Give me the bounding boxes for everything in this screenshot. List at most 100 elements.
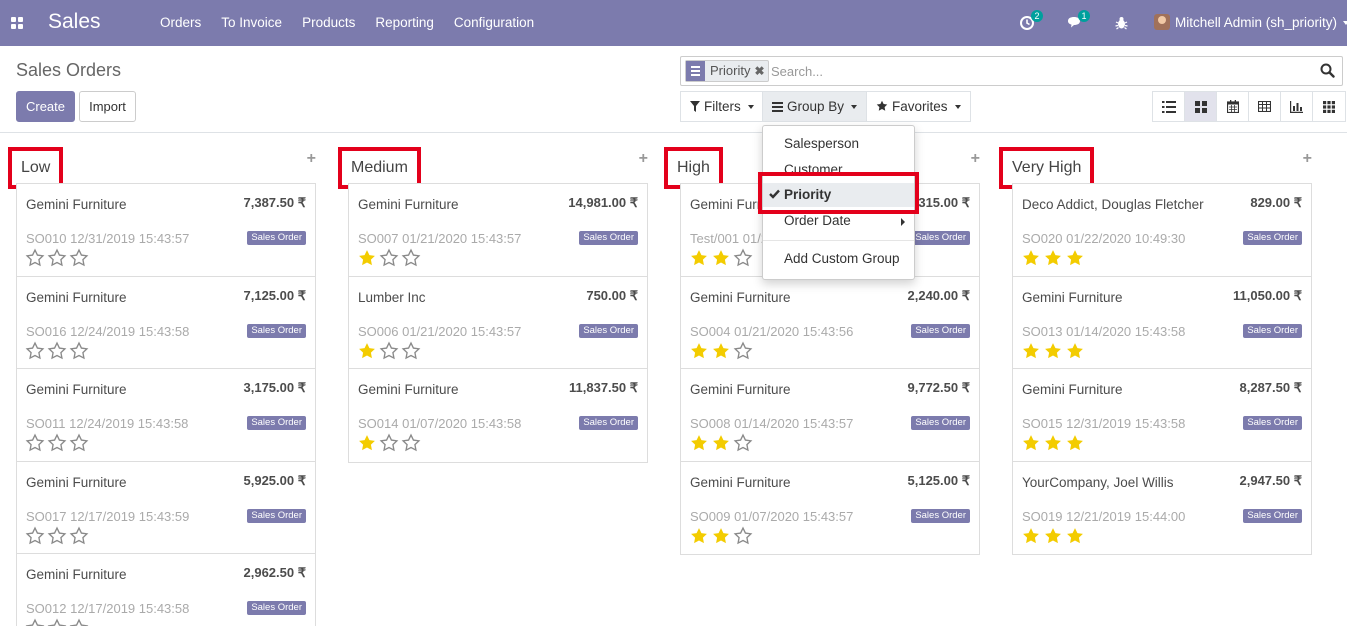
star-empty-icon[interactable] [24, 526, 46, 546]
star-filled-icon[interactable] [688, 341, 710, 361]
quick-create-plus-icon[interactable]: + [1302, 150, 1312, 167]
kanban-card[interactable]: Gemini Furniture 2,962.50 ₹ SO012 12/17/20… [17, 554, 315, 626]
debug-menu[interactable] [1115, 12, 1129, 34]
star-filled-icon[interactable] [710, 526, 732, 546]
star-empty-icon[interactable] [46, 341, 68, 361]
priority-stars [1020, 433, 1086, 453]
star-filled-icon[interactable] [688, 248, 710, 268]
star-filled-icon[interactable] [710, 341, 732, 361]
kanban-card[interactable]: Gemini Furniture 7,125.00 ₹ SO016 12/24/20… [17, 277, 315, 369]
star-empty-icon[interactable] [732, 433, 754, 453]
star-empty-icon[interactable] [68, 618, 90, 626]
apps-menu-icon[interactable] [11, 17, 23, 29]
kanban-card[interactable]: Lumber Inc 750.00 ₹ SO006 01/21/2020 15:43… [349, 277, 647, 369]
star-empty-icon[interactable] [24, 341, 46, 361]
star-empty-icon[interactable] [732, 341, 754, 361]
star-empty-icon[interactable] [400, 341, 422, 361]
kanban-card[interactable]: Gemini Furniture 5,125.00 ₹ SO009 01/07/20… [681, 462, 979, 555]
kanban-card[interactable]: Deco Addict, Douglas Fletcher 829.00 ₹ SO0… [1013, 184, 1311, 277]
kanban-card[interactable]: Gemini Furniture 9,772.50 ₹ SO008 01/14/20… [681, 369, 979, 462]
kanban-card[interactable]: Gemini Furniture 5,925.00 ₹ SO017 12/17/20… [17, 462, 315, 554]
app-name[interactable]: Sales [48, 10, 101, 33]
group-by-button[interactable]: Group By [762, 91, 868, 122]
search-icon[interactable] [1320, 63, 1335, 78]
star-filled-icon[interactable] [710, 433, 732, 453]
kanban-card[interactable]: Gemini Furniture 3,175.00 ₹ SO011 12/24/20… [17, 369, 315, 462]
star-empty-icon[interactable] [46, 248, 68, 268]
star-filled-icon[interactable] [356, 341, 378, 361]
star-empty-icon[interactable] [378, 341, 400, 361]
view-pivot-button[interactable] [1249, 92, 1281, 121]
star-filled-icon[interactable] [688, 433, 710, 453]
menu-configuration[interactable]: Configuration [453, 15, 535, 30]
star-filled-icon[interactable] [710, 248, 732, 268]
star-empty-icon[interactable] [68, 341, 90, 361]
star-empty-icon[interactable] [378, 248, 400, 268]
star-empty-icon[interactable] [46, 433, 68, 453]
star-filled-icon[interactable] [1020, 526, 1042, 546]
add-custom-group[interactable]: Add Custom Group [763, 247, 914, 271]
filters-button[interactable]: Filters [680, 91, 764, 122]
star-empty-icon[interactable] [732, 526, 754, 546]
user-menu[interactable]: Mitchell Admin (sh_priority) [1175, 15, 1347, 30]
star-filled-icon[interactable] [1042, 526, 1064, 546]
star-filled-icon[interactable] [1064, 433, 1086, 453]
group-by-customer[interactable]: Customer [763, 158, 914, 182]
star-filled-icon[interactable] [688, 526, 710, 546]
kanban-card[interactable]: YourCompany, Joel Willis 2,947.50 ₹ SO019 … [1013, 462, 1311, 555]
view-list-button[interactable] [1153, 92, 1185, 121]
star-empty-icon[interactable] [732, 248, 754, 268]
star-empty-icon[interactable] [68, 248, 90, 268]
star-empty-icon[interactable] [68, 526, 90, 546]
kanban-card[interactable]: Gemini Furniture 14,981.00 ₹ SO007 01/21/2… [349, 184, 647, 277]
star-filled-icon[interactable] [1020, 433, 1042, 453]
menu-reporting[interactable]: Reporting [375, 15, 434, 30]
group-by-priority[interactable]: Priority [763, 183, 914, 207]
kanban-card[interactable]: Gemini Furniture 7,387.50 ₹ SO010 12/31/20… [17, 184, 315, 277]
star-filled-icon[interactable] [1020, 341, 1042, 361]
import-button[interactable]: Import [79, 91, 136, 122]
group-by-order-date[interactable]: Order Date [763, 209, 914, 233]
group-by-salesperson[interactable]: Salesperson [763, 132, 914, 156]
star-filled-icon[interactable] [1020, 248, 1042, 268]
star-empty-icon[interactable] [400, 433, 422, 453]
star-empty-icon[interactable] [46, 526, 68, 546]
star-empty-icon[interactable] [68, 433, 90, 453]
star-filled-icon[interactable] [356, 248, 378, 268]
star-filled-icon[interactable] [1042, 433, 1064, 453]
star-filled-icon[interactable] [1042, 248, 1064, 268]
kanban-card[interactable]: Gemini Furniture 2,240.00 ₹ SO004 01/21/20… [681, 277, 979, 369]
star-empty-icon[interactable] [24, 248, 46, 268]
menu-to-invoice[interactable]: To Invoice [221, 15, 283, 30]
star-filled-icon[interactable] [1064, 248, 1086, 268]
quick-create-plus-icon[interactable]: + [970, 150, 980, 167]
kanban-card[interactable]: Gemini Furniture 11,837.50 ₹ SO014 01/07/2… [349, 369, 647, 462]
view-kanban-button[interactable] [1185, 92, 1217, 121]
star-empty-icon[interactable] [400, 248, 422, 268]
view-graph-button[interactable] [1281, 92, 1313, 121]
kanban-card[interactable]: Gemini Furniture 8,287.50 ₹ SO015 12/31/20… [1013, 369, 1311, 462]
quick-create-plus-icon[interactable]: + [638, 150, 648, 167]
star-filled-icon[interactable] [1064, 526, 1086, 546]
star-empty-icon[interactable] [24, 618, 46, 626]
create-button[interactable]: Create [16, 91, 75, 122]
facet-remove-icon[interactable]: ✖ [754, 64, 765, 78]
star-filled-icon[interactable] [1042, 341, 1064, 361]
star-filled-icon[interactable] [356, 433, 378, 453]
quick-create-plus-icon[interactable]: + [306, 150, 316, 167]
user-avatar[interactable] [1154, 14, 1170, 30]
view-dashboard-button[interactable] [1313, 92, 1345, 121]
menu-products[interactable]: Products [302, 15, 356, 30]
activity-menu[interactable]: 2 [1020, 10, 1046, 34]
menu-orders[interactable]: Orders [160, 15, 202, 30]
star-empty-icon[interactable] [24, 433, 46, 453]
view-calendar-button[interactable] [1217, 92, 1249, 121]
star-empty-icon[interactable] [378, 433, 400, 453]
messaging-menu[interactable]: 1 [1067, 10, 1093, 34]
kanban-card[interactable]: Gemini Furniture 11,050.00 ₹ SO013 01/14/2… [1013, 277, 1311, 369]
favorites-button[interactable]: Favorites [866, 91, 971, 122]
kanban-card[interactable]: Gemini Furn 315.00 ₹ Test/001 01/2 Sales Or… [681, 184, 979, 277]
star-filled-icon[interactable] [1064, 341, 1086, 361]
search-input[interactable] [771, 61, 1291, 81]
star-empty-icon[interactable] [46, 618, 68, 626]
